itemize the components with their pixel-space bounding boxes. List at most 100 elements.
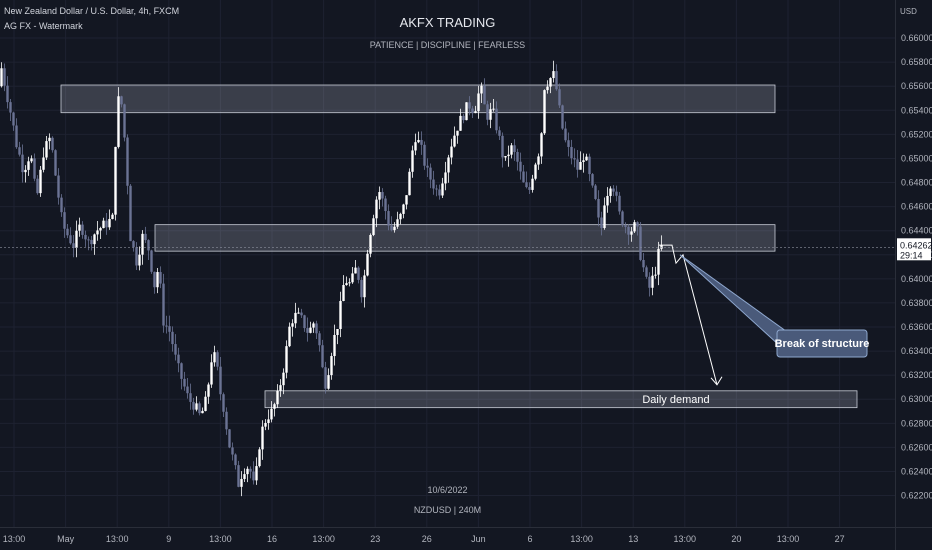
candle-body [528,187,531,190]
candle-body [597,198,600,218]
y-tick-label: 0.65400 [901,105,932,115]
candle-body [360,279,363,298]
candle-body [6,85,9,103]
candle-body [516,151,519,162]
candle-body [576,159,579,170]
candle-body [630,231,633,235]
x-tick-label: 13:00 [106,534,129,544]
candle-body [474,111,477,113]
grid-lines [0,0,895,527]
symbol-description: New Zealand Dollar / U.S. Dollar, 4h, FX… [4,6,180,16]
x-tick-label: 13:00 [570,534,593,544]
candle-body [447,157,450,173]
y-tick-label: 0.65600 [901,81,932,91]
candle-body [522,171,525,183]
candle-body [402,204,405,214]
y-tick-label: 0.65800 [901,57,932,67]
candle-body [606,195,609,206]
candle-body [564,128,567,141]
candle-body [327,375,330,389]
candle-body [495,108,498,131]
x-tick-label: 13:00 [674,534,697,544]
candle-body [255,466,258,481]
candle-body [309,327,312,333]
candle-body [405,195,408,205]
candle-body [15,125,18,148]
candle-body [645,267,648,277]
candle-body [567,140,570,147]
candle-body [42,157,45,170]
candle-body [507,154,510,157]
candle-body [45,141,48,158]
candle-body [60,197,63,213]
x-tick-label: 13:00 [209,534,232,544]
candle-body [432,179,435,189]
candle-body [363,275,366,298]
y-tick-label: 0.63200 [901,370,932,380]
candle-body [480,85,483,94]
callout-box [776,329,868,358]
candle-body [27,161,30,170]
candle-body [183,378,186,387]
candle-body [453,135,456,147]
candle-body [93,234,96,245]
y-tick-label: 0.63600 [901,322,932,332]
candle-body [492,108,495,110]
y-tick-label: 0.66000 [901,33,932,43]
candle-body [366,253,369,276]
candle-body [525,182,528,188]
candle-body [342,285,345,301]
candle-body [267,419,270,424]
candle-body [159,272,162,284]
candle-body [570,146,573,159]
candle-body [69,235,72,244]
candle-body [498,130,501,136]
candle-body [369,234,372,254]
candle-body [441,183,444,196]
y-tick-label: 0.62800 [901,418,932,428]
y-tick-label: 0.64800 [901,178,932,188]
candle-body [204,396,207,411]
candle-body [135,247,138,266]
candle-body [555,71,558,90]
x-tick-label: 13:00 [312,534,335,544]
candle-body [489,109,492,120]
x-tick-label: Jun [471,534,486,544]
candle-body [279,385,282,391]
x-tick-label: 27 [835,534,845,544]
candle-body [90,239,93,245]
candle-body [339,300,342,330]
candle-body [657,248,660,275]
candle-body [96,230,99,235]
candle-body [603,205,606,229]
candle-body [294,312,297,324]
candle-body [543,90,546,134]
candle-body [177,354,180,364]
candle-body [588,156,591,175]
candle-body [210,362,213,385]
candle-body [102,220,105,229]
candle-body [195,403,198,410]
candle-body [501,135,504,158]
candle-body [345,283,348,286]
candle-body [408,171,411,196]
chart-title: AKFX TRADING [399,15,496,30]
zone-rect [264,390,858,409]
candle-body [126,137,129,186]
candle-body [513,145,516,152]
candle-body [615,191,618,196]
projection-arrowhead [710,376,723,386]
candle-body [246,468,249,475]
x-tick-label: 13:00 [777,534,800,544]
candle-body [153,271,156,288]
zone-label: Daily demand [642,394,709,406]
candle-body [162,283,165,326]
candle-body [330,356,333,376]
candle-body [393,226,396,231]
y-tick-label: 0.65000 [901,153,932,163]
callout-pointer [679,254,791,347]
instrument-stamp: NZDUSD | 240M [413,505,482,515]
